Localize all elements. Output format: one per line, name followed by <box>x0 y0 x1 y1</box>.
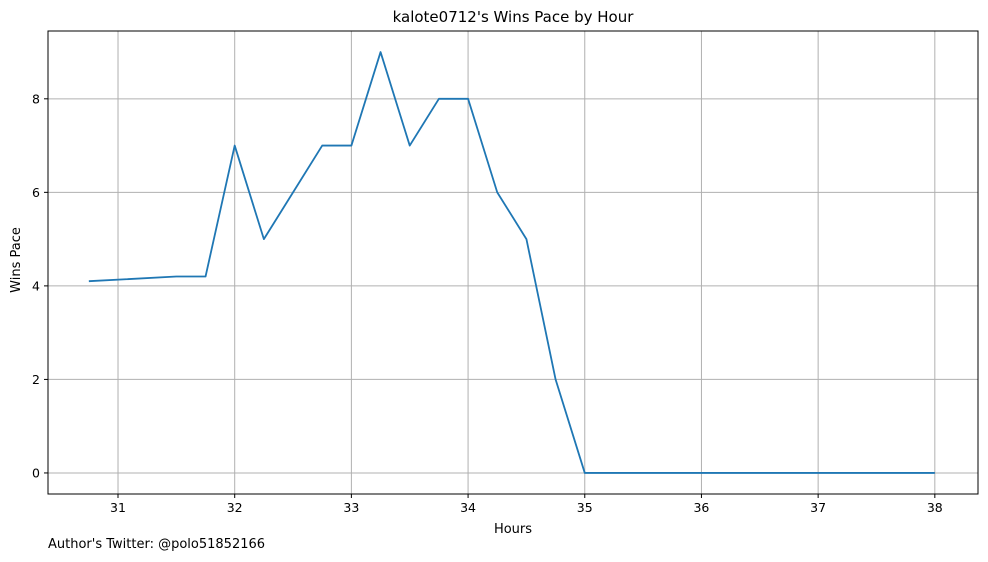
x-tick-label: 35 <box>577 500 593 515</box>
x-tick-label: 33 <box>343 500 359 515</box>
x-tick-label: 36 <box>693 500 709 515</box>
y-axis-label: Wins Pace <box>9 227 24 293</box>
x-tick-label: 34 <box>460 500 476 515</box>
y-tick-label: 4 <box>32 278 40 293</box>
grid-lines <box>48 31 978 494</box>
y-tick-label: 8 <box>32 91 40 106</box>
series-line <box>88 51 935 474</box>
x-tick-label: 38 <box>927 500 943 515</box>
chart-title: kalote0712's Wins Pace by Hour <box>393 8 635 26</box>
series-layer <box>88 51 935 474</box>
y-tick-label: 6 <box>32 185 40 200</box>
x-axis-label: Hours <box>494 522 532 537</box>
axis-ticks: 31 32 33 34 35 36 37 38 0 2 4 6 8 <box>32 91 943 515</box>
y-tick-label: 2 <box>32 372 40 387</box>
x-tick-label: 31 <box>110 500 126 515</box>
x-tick-label: 37 <box>810 500 826 515</box>
y-tick-label: 0 <box>32 465 40 480</box>
author-credit: Author's Twitter: @polo51852166 <box>48 537 266 552</box>
plot-frame <box>47 30 979 495</box>
x-tick-label: 32 <box>227 500 243 515</box>
